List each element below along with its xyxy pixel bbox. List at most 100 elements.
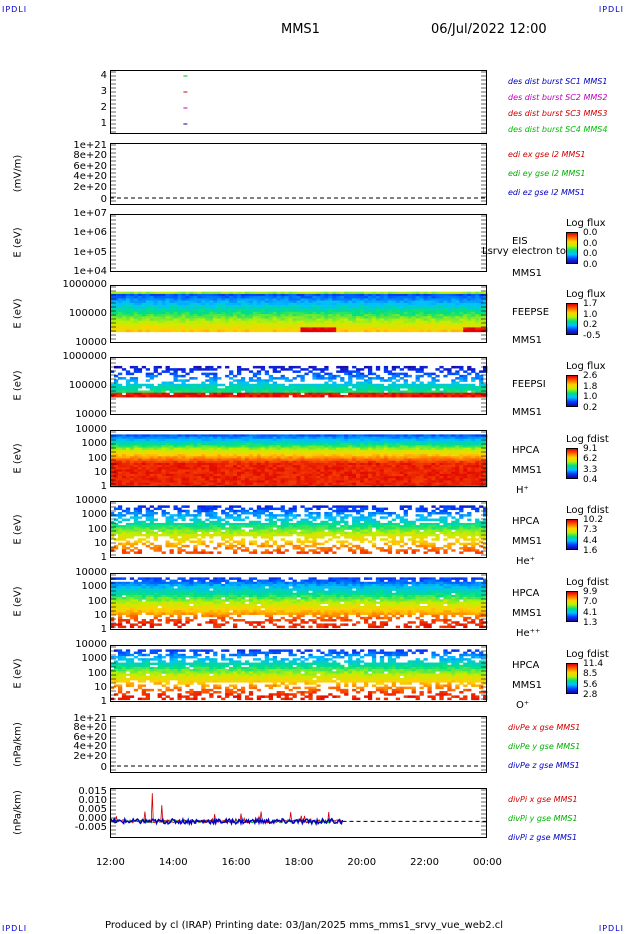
panel-edi	[110, 143, 487, 205]
ylabel-hpca_o: E (eV)	[12, 657, 24, 689]
ytick-hpca_o: 100	[87, 667, 107, 679]
ytick-divpe: 8e+20	[73, 722, 107, 734]
colorbar-value: 1.8	[583, 381, 598, 392]
ytick-feepsi: 10000	[75, 409, 107, 420]
instrument-label: FEEPSI	[512, 379, 546, 390]
ytick-edi: 4e+20	[73, 171, 107, 183]
colorbar-title: Log fdist	[566, 505, 609, 516]
ytick-divpi: 0.010	[78, 795, 107, 806]
ytick-burst: 3	[100, 86, 107, 97]
xtick-label: 00:00	[473, 857, 502, 868]
species-label: O⁺	[516, 700, 530, 711]
ytick-burst: 1	[100, 118, 107, 129]
colorbar-value: 11.4	[583, 659, 604, 669]
ytick-feepse: 10000	[75, 337, 107, 348]
ytick-hpca_he: 100	[87, 523, 107, 535]
ytick-hpca_hepp: 1	[100, 624, 107, 635]
spacecraft-label: MMS1	[512, 680, 542, 691]
colorbar-value: 0.0	[583, 238, 598, 249]
ytick-divpi: 0.005	[78, 804, 107, 815]
ylabel-hpca_hepp: E (eV)	[12, 585, 24, 617]
colorbar-value: 1.0	[583, 309, 598, 320]
ytick-edi: 6e+20	[73, 160, 107, 172]
xtick-label: 18:00	[284, 857, 314, 868]
colorbar	[566, 663, 578, 694]
panel-feepse	[110, 285, 487, 343]
ytick-hpca_h: 1000	[81, 438, 107, 450]
colorbar-value: 4.1	[583, 607, 598, 618]
colorbar-value: 1.3	[583, 618, 598, 628]
colorbar-title: Log flux	[566, 361, 606, 372]
spacecraft-label: MMS1	[512, 608, 542, 619]
colorbar-value: 0.2	[583, 320, 598, 331]
ytick-divpe: 2e+20	[73, 750, 107, 762]
ytick-hpca_hepp: 10000	[75, 567, 107, 578]
colorbar-value: 0.4	[583, 475, 598, 485]
colorbar-value: 8.5	[583, 669, 598, 680]
ytick-hpca_h: 10000	[75, 424, 107, 435]
colorbar-value: 0.0	[583, 249, 598, 260]
ylabel-divpi: (nPa/km)	[12, 790, 24, 835]
colorbar-value: -0.5	[583, 331, 601, 341]
legend-entry: des dist burst SC1 MMS1	[508, 77, 608, 86]
colorbar-value: 9.1	[583, 444, 598, 454]
xtick-label: 22:00	[410, 857, 439, 868]
heatmap-cells	[110, 505, 488, 554]
ytick-eis: 1e+06	[73, 227, 107, 239]
panel-burst	[110, 70, 487, 134]
heatmap-cells	[110, 577, 488, 629]
ylabel-feepsi: E (eV)	[12, 370, 24, 401]
corner-label-bl: IPDLI	[2, 924, 28, 933]
instrument-label: HPCA	[512, 588, 540, 599]
species-label: He⁺⁺	[516, 628, 541, 639]
ylabel-edi: (mV/m)	[12, 154, 24, 193]
spacecraft-label: MMS1	[512, 335, 542, 346]
ytick-edi: 0	[100, 194, 107, 205]
corner-label-tl: IPDLI	[2, 5, 28, 14]
panel-feepsi	[110, 357, 487, 415]
ytick-hpca_o: 10000	[75, 639, 107, 650]
corner-label-tr: IPDLI	[598, 5, 624, 14]
colorbar-title: Log fdist	[566, 434, 609, 445]
ytick-divpe: 1e+21	[73, 713, 107, 724]
ylabel-hpca_he: E (eV)	[12, 513, 24, 545]
colorbar-value: 0.0	[583, 228, 598, 238]
ytick-divpi: 0.000	[78, 813, 107, 824]
panel-divpe	[110, 716, 487, 773]
colorbar-value: 1.6	[583, 546, 598, 556]
ylabel-divpe: (nPa/km)	[12, 721, 24, 767]
ytick-hpca_h: 10	[94, 466, 107, 478]
ytick-feepse: 100000	[68, 308, 107, 319]
ytick-eis: 1e+04	[73, 266, 107, 277]
colorbar	[566, 448, 578, 479]
ytick-hpca_he: 10000	[75, 495, 107, 506]
ytick-eis: 1e+05	[73, 246, 107, 258]
ylabel-eis: E (eV)	[12, 227, 24, 258]
colorbar-value: 2.6	[583, 371, 598, 381]
colorbar-value: 2.8	[583, 690, 598, 700]
legend-entry: divPi x gse MMS1	[508, 795, 578, 804]
legend-entry: divPe z gse MMS1	[508, 761, 580, 770]
instrument-label: FEEPSE	[512, 307, 550, 318]
ylabel-hpca_h: E (eV)	[12, 442, 24, 474]
panel-hpca_hepp	[110, 573, 487, 630]
ytick-hpca_o: 10	[94, 681, 107, 693]
colorbar-value: 7.0	[583, 597, 598, 608]
legend-entry: divPe x gse MMS1	[508, 723, 581, 732]
xtick-label: 12:00	[96, 857, 125, 868]
legend-entry: divPi y gse MMS1	[508, 814, 578, 823]
colorbar	[566, 519, 578, 550]
legend-entry: edi ey gse l2 MMS1	[508, 169, 586, 178]
ytick-feepse: 1000000	[62, 279, 107, 290]
colorbar-title: Log flux	[566, 218, 606, 229]
xtick-label: 16:00	[221, 857, 251, 868]
colorbar-title: Log fdist	[566, 649, 609, 660]
instrument-label: EIS	[512, 236, 528, 247]
instrument-label: HPCA	[512, 516, 540, 527]
ytick-burst: 4	[100, 70, 107, 81]
colorbar-title: Log flux	[566, 289, 606, 300]
instrument-label: HPCA	[512, 445, 540, 456]
colorbar-value: 6.2	[583, 454, 598, 465]
xtick-label: 20:00	[347, 857, 377, 868]
colorbar	[566, 375, 578, 407]
